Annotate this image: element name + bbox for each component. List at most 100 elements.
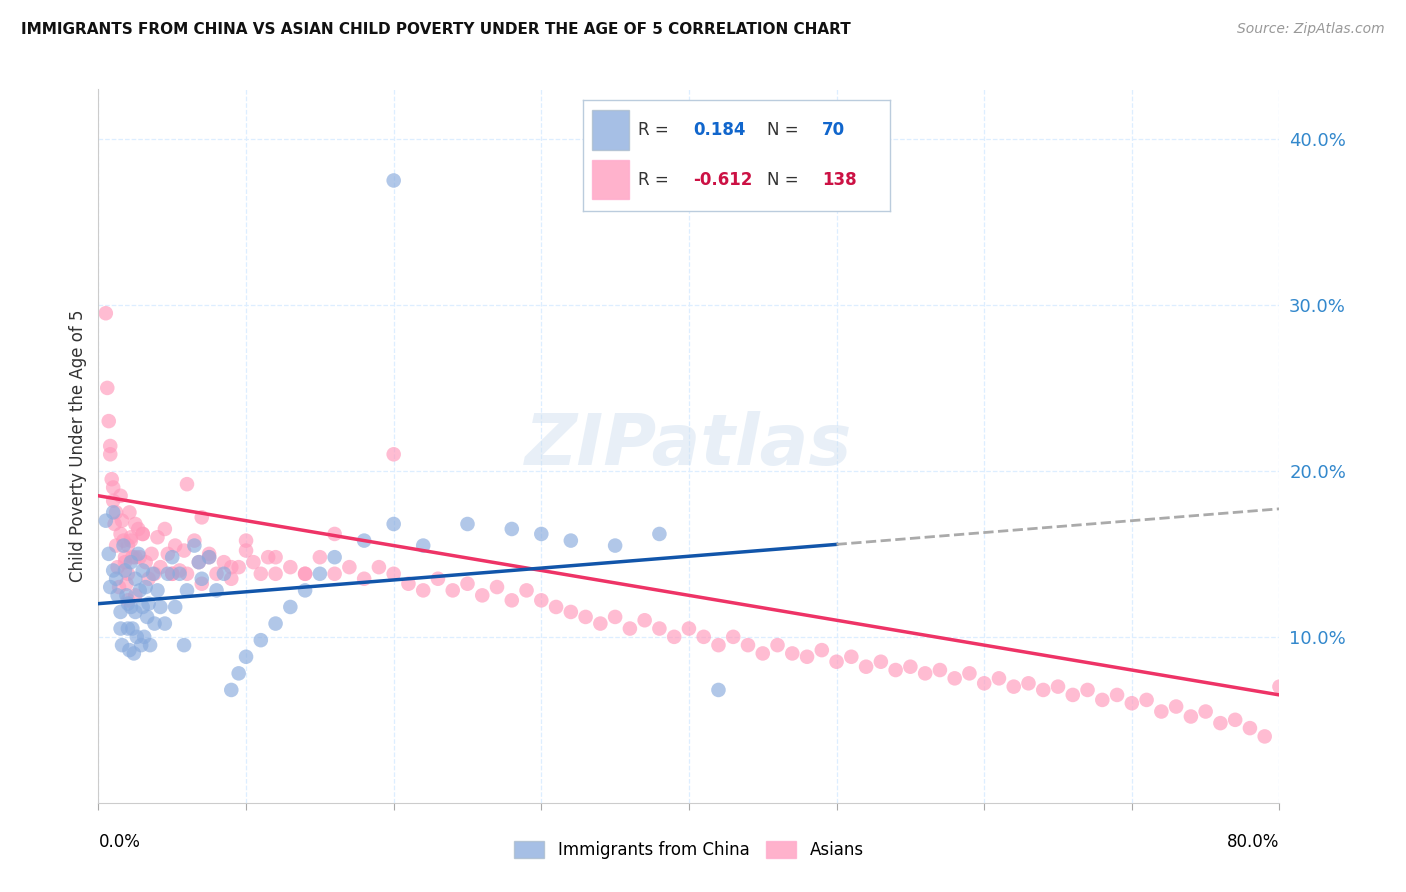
Point	[884, 663, 907, 677]
Point	[589, 616, 612, 631]
Point	[294, 566, 316, 581]
Point	[560, 533, 582, 548]
Point	[353, 572, 375, 586]
Point	[138, 597, 160, 611]
Point	[575, 610, 598, 624]
Point	[132, 564, 155, 578]
Point	[143, 616, 166, 631]
Point	[97, 547, 120, 561]
Point	[176, 566, 198, 581]
Point	[117, 622, 139, 636]
Point	[309, 550, 332, 565]
Point	[235, 533, 257, 548]
Point	[117, 539, 139, 553]
Point	[766, 638, 789, 652]
Point	[648, 527, 671, 541]
Point	[165, 539, 187, 553]
Point	[1091, 693, 1114, 707]
Point	[752, 647, 775, 661]
Point	[1209, 716, 1232, 731]
Point	[457, 576, 479, 591]
Point	[382, 516, 405, 531]
Point	[120, 599, 142, 614]
Point	[1150, 705, 1173, 719]
Point	[183, 539, 205, 553]
Point	[441, 583, 464, 598]
Point	[173, 638, 195, 652]
Point	[810, 643, 832, 657]
Point	[737, 638, 759, 652]
Point	[112, 533, 135, 548]
Point	[100, 472, 122, 486]
Point	[198, 550, 221, 565]
Point	[103, 505, 125, 519]
Point	[110, 527, 132, 541]
Point	[264, 566, 287, 581]
Text: 80.0%: 80.0%	[1227, 833, 1279, 851]
Point	[118, 505, 141, 519]
Point	[110, 622, 132, 636]
Point	[323, 527, 346, 541]
Point	[560, 605, 582, 619]
Point	[173, 543, 195, 558]
Point	[723, 630, 745, 644]
Text: IMMIGRANTS FROM CHINA VS ASIAN CHILD POVERTY UNDER THE AGE OF 5 CORRELATION CHAR: IMMIGRANTS FROM CHINA VS ASIAN CHILD POV…	[21, 22, 851, 37]
Point	[648, 622, 671, 636]
Point	[191, 510, 214, 524]
Point	[136, 610, 159, 624]
Point	[105, 505, 128, 519]
Point	[139, 638, 162, 652]
Point	[169, 566, 191, 581]
Point	[124, 516, 146, 531]
Point	[959, 666, 981, 681]
Point	[530, 527, 553, 541]
Point	[134, 630, 156, 644]
Text: 0.0%: 0.0%	[98, 833, 141, 851]
Point	[115, 588, 138, 602]
Point	[127, 522, 149, 536]
Point	[242, 555, 264, 569]
Point	[486, 580, 509, 594]
Point	[516, 583, 538, 598]
Point	[112, 539, 135, 553]
Point	[228, 666, 250, 681]
Point	[368, 560, 391, 574]
Point	[212, 566, 235, 581]
Point	[1032, 682, 1054, 697]
Point	[943, 671, 966, 685]
Point	[1046, 680, 1070, 694]
Point	[605, 539, 627, 553]
Point	[115, 576, 138, 591]
Point	[146, 530, 169, 544]
Point	[1195, 705, 1218, 719]
Point	[382, 173, 405, 187]
Point	[1254, 730, 1277, 744]
Point	[94, 514, 117, 528]
Point	[929, 663, 952, 677]
Point	[221, 572, 243, 586]
Point	[191, 572, 214, 586]
Point	[135, 555, 157, 569]
Point	[501, 522, 523, 536]
Point	[97, 414, 120, 428]
Point	[132, 527, 155, 541]
Point	[707, 638, 730, 652]
Point	[1121, 696, 1143, 710]
Point	[153, 522, 176, 536]
Point	[870, 655, 893, 669]
Point	[128, 583, 150, 598]
Point	[353, 533, 375, 548]
Point	[1239, 721, 1261, 735]
Text: ZIPatlas: ZIPatlas	[526, 411, 852, 481]
Point	[988, 671, 1011, 685]
Point	[114, 564, 136, 578]
Point	[619, 622, 641, 636]
Point	[135, 580, 157, 594]
Point	[382, 566, 405, 581]
Point	[187, 555, 209, 569]
Point	[103, 564, 125, 578]
Point	[250, 566, 273, 581]
Point	[212, 555, 235, 569]
Point	[228, 560, 250, 574]
Point	[141, 547, 163, 561]
